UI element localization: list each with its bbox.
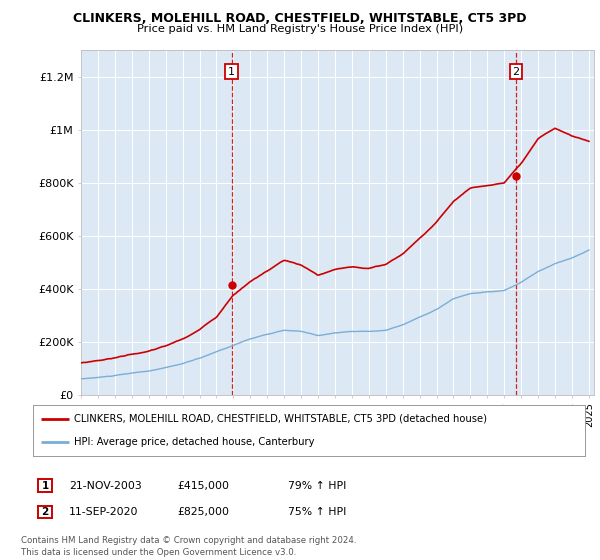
Text: 1: 1	[41, 480, 49, 491]
Text: Price paid vs. HM Land Registry's House Price Index (HPI): Price paid vs. HM Land Registry's House …	[137, 24, 463, 34]
Text: CLINKERS, MOLEHILL ROAD, CHESTFIELD, WHITSTABLE, CT5 3PD: CLINKERS, MOLEHILL ROAD, CHESTFIELD, WHI…	[73, 12, 527, 25]
Text: HPI: Average price, detached house, Canterbury: HPI: Average price, detached house, Cant…	[74, 437, 315, 447]
Text: CLINKERS, MOLEHILL ROAD, CHESTFIELD, WHITSTABLE, CT5 3PD (detached house): CLINKERS, MOLEHILL ROAD, CHESTFIELD, WHI…	[74, 414, 487, 424]
Text: 2: 2	[41, 507, 49, 517]
Text: £415,000: £415,000	[177, 480, 229, 491]
Text: 79% ↑ HPI: 79% ↑ HPI	[288, 480, 346, 491]
Text: 11-SEP-2020: 11-SEP-2020	[69, 507, 139, 517]
Text: £825,000: £825,000	[177, 507, 229, 517]
Text: 75% ↑ HPI: 75% ↑ HPI	[288, 507, 346, 517]
Text: 1: 1	[228, 67, 235, 77]
Text: 2: 2	[512, 67, 520, 77]
Text: Contains HM Land Registry data © Crown copyright and database right 2024.
This d: Contains HM Land Registry data © Crown c…	[21, 536, 356, 557]
Text: 21-NOV-2003: 21-NOV-2003	[69, 480, 142, 491]
